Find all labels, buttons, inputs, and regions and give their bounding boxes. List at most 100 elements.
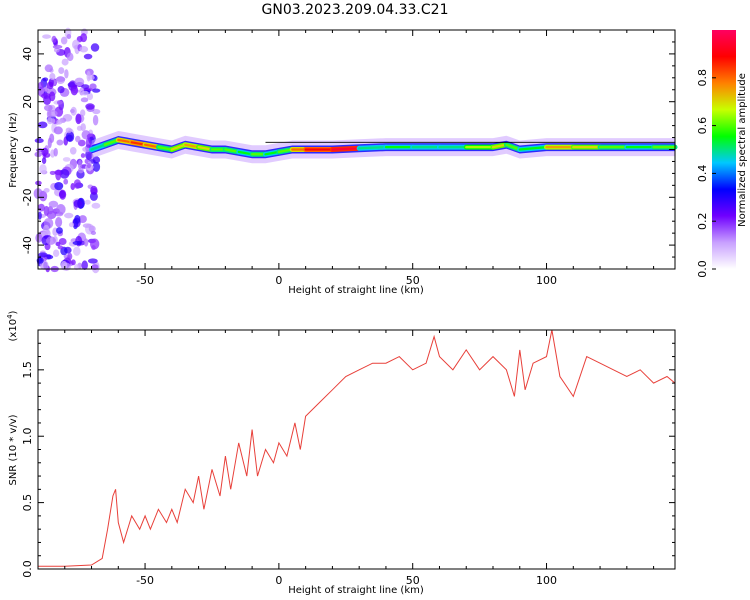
y-tick-label: 0	[21, 146, 34, 153]
noise-blob	[74, 78, 84, 87]
noise-blob	[44, 188, 50, 193]
y-tick-label: 1.0	[21, 427, 34, 445]
noise-blob	[66, 34, 71, 39]
noise-blob	[46, 236, 56, 245]
noise-blob	[66, 127, 72, 133]
noise-blob	[70, 147, 77, 155]
x-tick-label: -50	[136, 574, 154, 587]
noise-blob	[54, 148, 58, 157]
spectrogram-panel: -50 0 50 100 -40 -20 0 20 40 Height of straight…	[8, 28, 675, 296]
noise-blob	[43, 225, 50, 235]
noise-blob	[35, 233, 42, 242]
noise-blob	[38, 121, 48, 128]
noise-blob	[47, 110, 52, 119]
noise-blob	[56, 77, 65, 82]
bottom-y-axis-label: SNR (10 * v/v)	[8, 414, 19, 485]
noise-blob	[71, 85, 78, 95]
noise-blob	[83, 223, 92, 227]
y-tick-label: 1.5	[21, 361, 34, 379]
noise-blob	[55, 217, 62, 227]
noise-blob	[74, 215, 80, 224]
noise-blob	[69, 222, 74, 227]
noise-blob	[67, 53, 74, 61]
noise-blob	[75, 113, 81, 124]
noise-blob	[91, 43, 99, 51]
noise-blob	[85, 103, 94, 109]
noise-blob	[47, 82, 54, 90]
bottom-x-axis-label: Height of straight line (km)	[288, 585, 424, 596]
noise-blob	[56, 227, 63, 234]
noise-blob	[53, 249, 59, 257]
top-y-axis-label: Frequency (Hz)	[8, 112, 19, 188]
y-tick-label: 0.0	[21, 560, 34, 578]
x-tick-label: 0	[275, 274, 282, 287]
noise-blob	[74, 179, 81, 189]
colorbar-tick-label: 0.4	[696, 165, 709, 183]
noise-blob	[79, 46, 88, 52]
noise-blob	[91, 231, 96, 235]
noise-blob	[84, 54, 93, 60]
snr-background	[38, 330, 675, 569]
noise-blob	[51, 118, 55, 123]
noise-blob	[88, 258, 98, 263]
noise-blob	[53, 45, 63, 49]
colorbar-label: Normalized spectral amplitude	[737, 73, 748, 227]
noise-blob	[80, 33, 87, 42]
noise-blob	[56, 140, 63, 146]
noise-blob	[42, 34, 51, 38]
noise-blob	[54, 182, 63, 190]
noise-blob	[49, 73, 55, 80]
noise-blob	[45, 64, 53, 72]
noise-blob	[85, 200, 91, 205]
noise-blob	[59, 190, 66, 200]
noise-blob	[87, 71, 91, 82]
noise-blob	[64, 213, 73, 219]
noise-blob	[64, 69, 68, 78]
noise-blob	[71, 107, 77, 116]
noise-blob	[49, 91, 55, 101]
noise-blob	[51, 36, 56, 43]
noise-blob	[62, 59, 69, 66]
colorbar-tick-label: 0.6	[696, 117, 709, 135]
noise-blob	[81, 97, 89, 102]
x-tick-label: 100	[536, 274, 557, 287]
colorbar-tick-label: 0.8	[696, 69, 709, 87]
noise-blob	[63, 179, 68, 185]
x-tick-label: 100	[536, 574, 557, 587]
noise-blob	[81, 91, 89, 96]
noise-blob	[55, 169, 61, 180]
noise-blob	[92, 89, 100, 93]
colorbar-tick-label: 0.0	[696, 260, 709, 278]
noise-blob	[71, 259, 76, 265]
snr-panel: -50 0 50 100 0.0 0.5 1.0 1.5 Height of straigh…	[6, 310, 675, 596]
noise-blob	[38, 82, 43, 90]
noise-blob	[54, 126, 63, 134]
noise-blob	[80, 123, 86, 131]
colorbar-gradient	[712, 30, 736, 269]
noise-blob	[49, 201, 58, 208]
y-tick-label: 20	[21, 95, 34, 109]
ridge-peak-segment	[359, 147, 386, 148]
y-tick-label: 0.5	[21, 494, 34, 512]
ridge-peak-segment	[332, 148, 359, 149]
colorbar: 0.0 0.2 0.4 0.6 0.8 Normalized spectral ampl…	[696, 30, 748, 278]
noise-blob	[58, 86, 65, 93]
noise-blob	[87, 163, 91, 168]
exponent-label: (x104)	[6, 310, 19, 341]
noise-blob	[61, 37, 68, 45]
noise-blob	[42, 157, 46, 164]
noise-blob	[73, 247, 80, 256]
noise-blob	[84, 238, 88, 246]
noise-blob	[39, 164, 46, 174]
noise-blob	[75, 136, 80, 143]
noise-blob	[56, 120, 62, 125]
noise-blob	[59, 238, 67, 245]
top-x-axis-label: Height of straight line (km)	[288, 285, 424, 296]
y-tick-label: -40	[21, 236, 34, 254]
figure-title: GN03.2023.209.04.33.C21	[262, 2, 449, 18]
noise-blob	[73, 241, 82, 245]
noise-blob	[78, 168, 84, 173]
noise-blob	[93, 115, 98, 126]
colorbar-tick-label: 0.2	[696, 212, 709, 230]
